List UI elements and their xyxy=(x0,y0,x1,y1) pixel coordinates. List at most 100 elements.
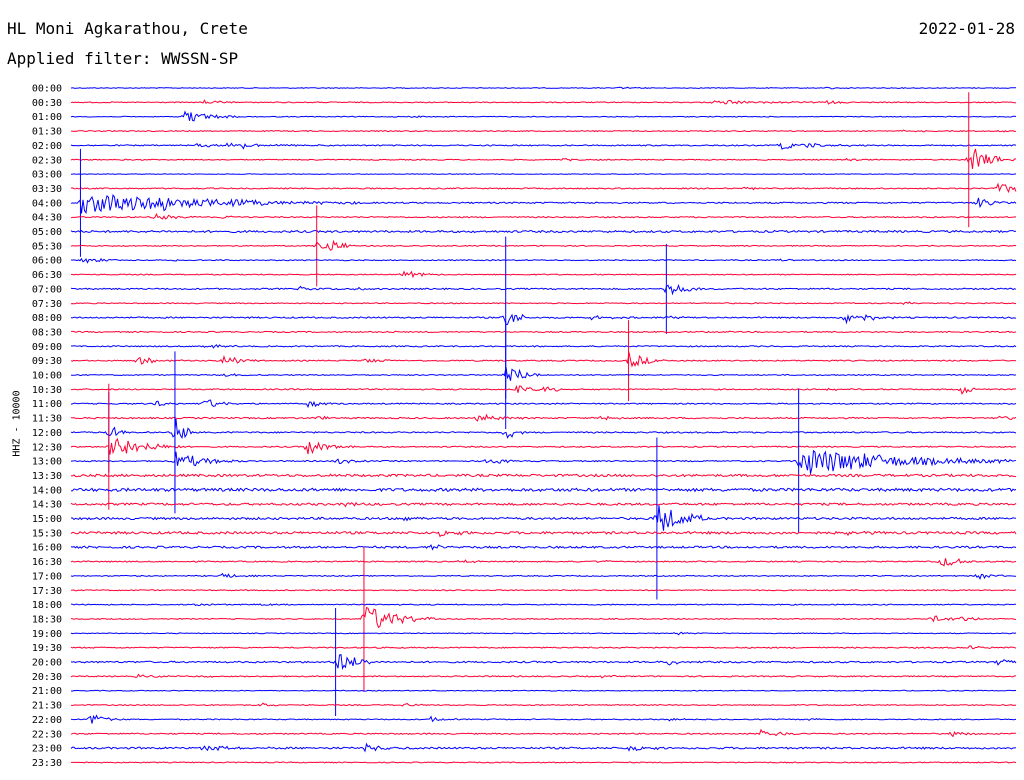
trace-line xyxy=(70,558,1017,567)
time-tick-label: 21:00 xyxy=(32,686,62,697)
time-tick-label: 03:00 xyxy=(32,170,62,181)
trace-line xyxy=(70,449,1017,474)
trace-line xyxy=(70,99,1016,105)
trace-line xyxy=(70,607,1016,629)
trace-line xyxy=(70,352,1017,368)
trace-line xyxy=(70,631,1017,636)
time-tick-label: 04:00 xyxy=(32,198,62,209)
trace-line xyxy=(70,689,1017,692)
time-tick-label: 04:30 xyxy=(32,213,62,224)
time-tick-label: 00:00 xyxy=(32,84,62,95)
time-tick-label: 06:00 xyxy=(32,256,62,267)
time-tick-label: 05:00 xyxy=(32,227,62,238)
trace-line xyxy=(70,86,1016,90)
trace-line xyxy=(70,437,1017,455)
record-date: 2022-01-28 xyxy=(918,19,1015,38)
trace-line xyxy=(70,110,1017,122)
time-tick-label: 01:30 xyxy=(32,127,62,138)
time-tick-label: 15:30 xyxy=(32,528,62,539)
time-tick-label: 18:30 xyxy=(32,614,62,625)
trace-line xyxy=(70,501,1017,508)
time-tick-label: 14:30 xyxy=(32,500,62,511)
trace-line xyxy=(70,653,1017,671)
time-tick-label: 13:30 xyxy=(32,471,62,482)
trace-line xyxy=(70,182,1017,194)
trace-line xyxy=(70,544,1017,551)
time-tick-label: 21:30 xyxy=(32,701,62,712)
trace-line xyxy=(70,419,1017,440)
time-tick-label: 15:00 xyxy=(32,514,62,525)
time-tick-label: 11:00 xyxy=(32,399,62,410)
trace-line xyxy=(70,413,1017,422)
time-tick-label: 06:30 xyxy=(32,270,62,281)
trace-line xyxy=(70,714,1017,724)
trace-line xyxy=(71,344,1017,349)
trace-line xyxy=(70,673,1016,679)
trace-line xyxy=(70,301,1017,305)
time-tick-label: 09:30 xyxy=(32,356,62,367)
time-tick-label: 14:00 xyxy=(32,485,62,496)
trace-line xyxy=(70,487,1017,493)
time-tick-label: 08:30 xyxy=(32,327,62,338)
trace-line xyxy=(71,330,1017,334)
trace-line xyxy=(70,257,1017,264)
time-tick-label: 19:30 xyxy=(32,643,62,654)
time-tick-label: 02:30 xyxy=(32,155,62,166)
time-tick-label: 01:00 xyxy=(32,112,62,123)
trace-line xyxy=(70,142,1017,150)
trace-line xyxy=(70,473,1017,478)
time-tick-label: 11:30 xyxy=(32,414,62,425)
trace-line xyxy=(70,702,1017,707)
time-tick-label: 07:30 xyxy=(32,299,62,310)
trace-line xyxy=(70,239,1017,251)
time-tick-label: 00:30 xyxy=(32,98,62,109)
time-tick-label: 20:30 xyxy=(32,672,62,683)
trace-line xyxy=(70,173,1017,175)
trace-line xyxy=(70,366,1017,381)
trace-line xyxy=(70,505,1017,531)
trace-line xyxy=(70,603,1017,607)
trace-line xyxy=(70,283,1017,296)
time-tick-label: 17:00 xyxy=(32,571,62,582)
time-tick-label: 16:30 xyxy=(32,557,62,568)
time-tick-label: 17:30 xyxy=(32,586,62,597)
time-tick-label: 23:30 xyxy=(32,758,62,769)
trace-line xyxy=(70,194,1017,214)
trace-line xyxy=(70,313,1017,326)
time-tick-label: 18:00 xyxy=(32,600,62,611)
trace-line xyxy=(70,572,1016,580)
time-tick-label: 09:00 xyxy=(32,342,62,353)
trace-line xyxy=(70,742,1017,753)
trace-line xyxy=(70,399,1017,409)
station-title: HL Moni Agkarathou, Crete xyxy=(7,19,248,38)
trace-line xyxy=(70,645,1017,650)
time-tick-label: 22:30 xyxy=(32,729,62,740)
time-tick-label: 08:00 xyxy=(32,313,62,324)
time-tick-label: 23:00 xyxy=(32,744,62,755)
trace-line xyxy=(70,270,1017,279)
trace-line xyxy=(70,148,1017,169)
time-tick-label: 19:00 xyxy=(32,629,62,640)
time-tick-label: 07:00 xyxy=(32,284,62,295)
trace-line xyxy=(71,129,1017,133)
time-tick-label: 13:00 xyxy=(32,457,62,468)
time-tick-label: 20:00 xyxy=(32,658,62,669)
trace-line xyxy=(70,530,1017,538)
time-tick-label: 22:00 xyxy=(32,715,62,726)
trace-line xyxy=(70,728,1017,738)
trace-line xyxy=(70,213,1017,220)
time-tick-label: 05:30 xyxy=(32,241,62,252)
time-tick-label: 12:00 xyxy=(32,428,62,439)
trace-line xyxy=(70,229,1017,234)
time-tick-label: 12:30 xyxy=(32,442,62,453)
time-tick-label: 02:00 xyxy=(32,141,62,152)
trace-line xyxy=(71,384,1017,395)
time-tick-label: 10:00 xyxy=(32,371,62,382)
time-tick-label: 16:00 xyxy=(32,543,62,554)
trace-line xyxy=(71,761,1017,764)
filter-label: Applied filter: WWSSN-SP xyxy=(7,49,239,68)
trace-line xyxy=(70,589,1017,592)
time-tick-label: 03:30 xyxy=(32,184,62,195)
time-tick-label: 10:30 xyxy=(32,385,62,396)
